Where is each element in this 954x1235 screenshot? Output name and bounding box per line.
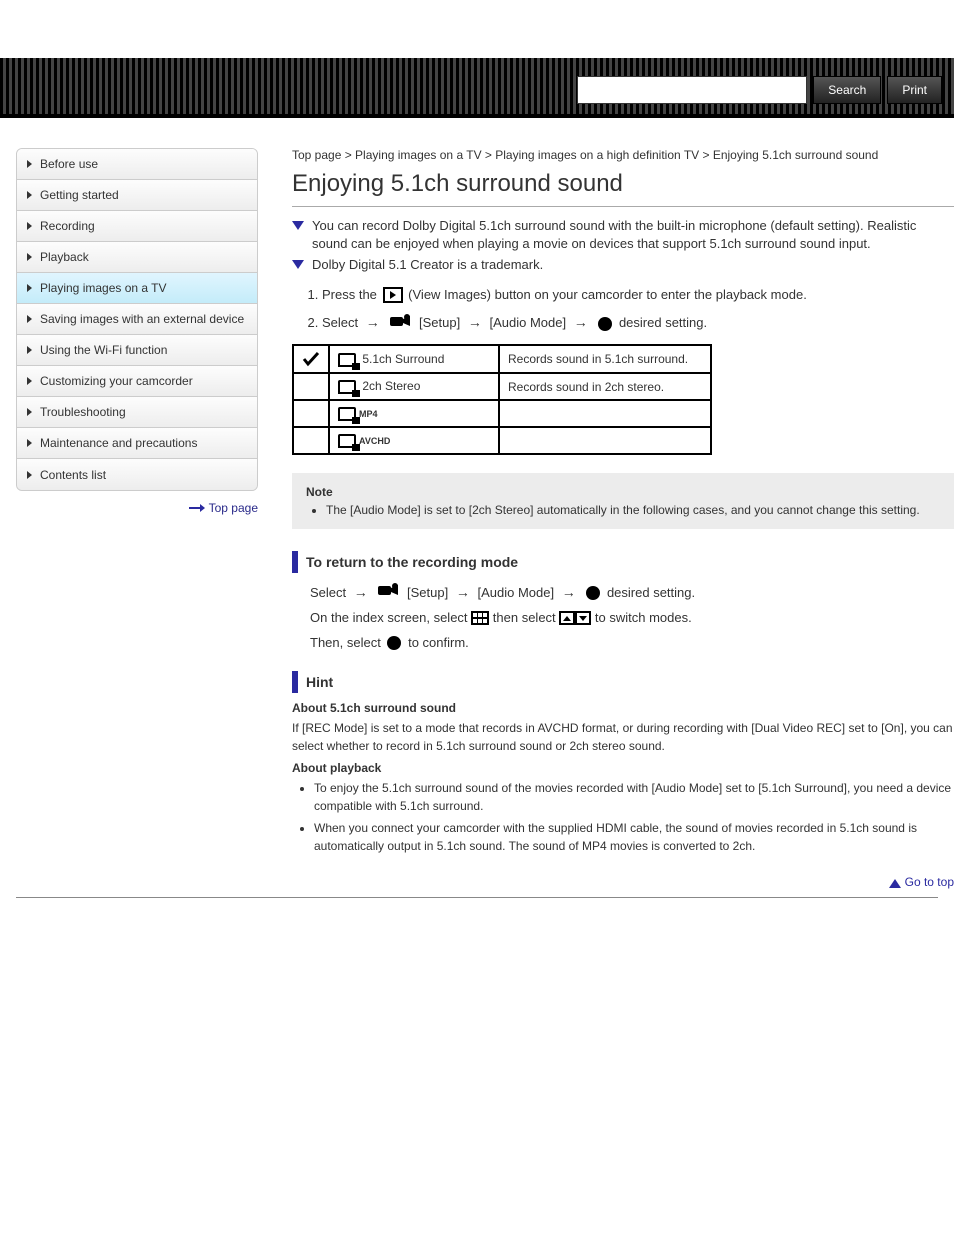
step-2b: [Audio Mode]	[489, 315, 566, 330]
step-1-text: (View Images) button on your camcorder t…	[408, 287, 807, 302]
film-2ch-icon	[338, 380, 359, 394]
back-link-label: Top page	[209, 501, 258, 515]
play-button-icon	[383, 287, 403, 303]
hint-subheading-1: About 5.1ch surround sound	[292, 701, 954, 715]
sidebar-item-maintenance[interactable]: Maintenance and precautions	[17, 428, 257, 459]
search-input[interactable]	[577, 76, 807, 104]
sidebar-item-recording[interactable]: Recording	[17, 211, 257, 242]
print-button[interactable]: Print	[887, 76, 942, 104]
arrow-right-icon	[456, 581, 470, 604]
sidebar-item-contents-list[interactable]: Contents list	[17, 459, 257, 490]
sidebar-item-troubleshooting[interactable]: Troubleshooting	[17, 397, 257, 428]
up-down-icon	[559, 611, 591, 625]
sidebar-item-playback[interactable]: Playback	[17, 242, 257, 273]
step-select-label: Select	[322, 315, 358, 330]
sidebar-item-label: Playing images on a TV	[40, 281, 167, 295]
mode-desc: Records sound in 2ch stereo.	[499, 373, 711, 400]
search-button[interactable]: Search	[813, 76, 881, 104]
sidebar-item-label: Saving images with an external device	[40, 312, 244, 326]
dot-icon	[387, 636, 401, 650]
section-return-heading: To return to the recording mode	[292, 551, 954, 573]
camcorder-icon	[390, 314, 412, 335]
section-hint-heading: Hint	[292, 671, 954, 693]
sidebar-nav: Before use Getting started Recording Pla…	[16, 148, 258, 491]
dot-icon	[598, 317, 612, 331]
section-heading-label: Hint	[306, 674, 333, 690]
mode-desc	[499, 427, 711, 454]
hint-bullet: When you connect your camcorder with the…	[314, 819, 954, 855]
note-box: Note The [Audio Mode] is set to [2ch Ste…	[292, 473, 954, 529]
hint-paragraph-1: If [REC Mode] is set to a mode that reco…	[292, 719, 954, 755]
step-2: Select [Setup] [Audio Mode] desired sett…	[322, 311, 954, 334]
sidebar-item-getting-started[interactable]: Getting started	[17, 180, 257, 211]
step-press-label: Press the	[322, 287, 377, 302]
bullet-icon	[292, 221, 304, 230]
mode-label: 2ch Stereo	[362, 379, 420, 393]
sidebar-item-label: Getting started	[40, 188, 119, 202]
sidebar-item-label: Customizing your camcorder	[40, 374, 193, 388]
section1-line2: On the index screen, select then select …	[310, 608, 954, 629]
arrow-right-icon	[354, 581, 368, 604]
table-row: 5.1ch Surround Records sound in 5.1ch su…	[293, 345, 711, 373]
hint-subheading-2: About playback	[292, 761, 954, 775]
sidebar-item-label: Maintenance and precautions	[40, 436, 197, 450]
sidebar-item-wifi[interactable]: Using the Wi-Fi function	[17, 335, 257, 366]
step-2a: [Setup]	[419, 315, 460, 330]
film-5ch-icon	[338, 353, 359, 367]
audio-modes-table: 5.1ch Surround Records sound in 5.1ch su…	[292, 344, 712, 454]
page-title: Enjoying 5.1ch surround sound	[292, 170, 954, 207]
camcorder-icon	[378, 583, 400, 604]
hint-bullets: To enjoy the 5.1ch surround sound of the…	[314, 779, 954, 855]
dot-icon	[586, 586, 600, 600]
sidebar-item-label: Contents list	[40, 468, 106, 482]
sidebar-item-label: Troubleshooting	[40, 405, 126, 419]
section1-line1: Select [Setup] [Audio Mode] desired sett…	[310, 581, 954, 604]
back-to-top-link[interactable]: Top page	[16, 501, 258, 515]
table-row: AVCHD	[293, 427, 711, 454]
section-heading-label: To return to the recording mode	[306, 554, 518, 570]
arrow-right-icon	[574, 311, 588, 334]
sidebar-item-label: Recording	[40, 219, 95, 233]
mode-desc	[499, 400, 711, 427]
checkmark-icon	[302, 351, 320, 365]
sidebar-item-customizing[interactable]: Customizing your camcorder	[17, 366, 257, 397]
mode-label: 5.1ch Surround	[362, 352, 444, 366]
table-row: 2ch Stereo Records sound in 2ch stereo.	[293, 373, 711, 400]
arrow-right-icon	[366, 311, 380, 334]
step-1: Press the (View Images) button on your c…	[322, 285, 954, 306]
sidebar-item-play-on-tv[interactable]: Playing images on a TV	[17, 273, 257, 304]
footer-rule	[16, 897, 938, 898]
sidebar-item-label: Before use	[40, 157, 98, 171]
hint-bullet: To enjoy the 5.1ch surround sound of the…	[314, 779, 954, 815]
step-2c: desired setting	[619, 315, 704, 330]
table-row: MP4	[293, 400, 711, 427]
header-bar: Search Print	[0, 58, 954, 118]
go-to-top-link[interactable]: Go to top	[889, 875, 954, 889]
section1-line3: Then, select to confirm.	[310, 633, 954, 654]
note-bullet: The [Audio Mode] is set to [2ch Stereo] …	[326, 503, 940, 517]
sidebar-item-saving-external[interactable]: Saving images with an external device	[17, 304, 257, 335]
sidebar-item-label: Playback	[40, 250, 89, 264]
arrow-right-icon	[468, 311, 482, 334]
bullet-icon	[292, 260, 304, 269]
breadcrumb: Top page > Playing images on a TV > Play…	[292, 148, 954, 162]
film-mp4-icon: MP4	[338, 407, 378, 421]
arrow-right-icon	[562, 581, 576, 604]
up-triangle-icon	[889, 879, 901, 888]
trademark-text: Dolby Digital 5.1 Creator is a trademark…	[312, 256, 543, 274]
go-to-top-label: Go to top	[905, 875, 954, 889]
note-heading: Note	[306, 485, 940, 499]
sidebar-item-label: Using the Wi-Fi function	[40, 343, 167, 357]
steps-list: Press the (View Images) button on your c…	[322, 285, 954, 335]
sidebar-item-before-use[interactable]: Before use	[17, 149, 257, 180]
index-grid-icon	[471, 611, 489, 625]
mode-desc: Records sound in 5.1ch surround.	[499, 345, 711, 373]
intro-text: You can record Dolby Digital 5.1ch surro…	[312, 217, 954, 253]
film-avchd-icon: AVCHD	[338, 434, 390, 448]
